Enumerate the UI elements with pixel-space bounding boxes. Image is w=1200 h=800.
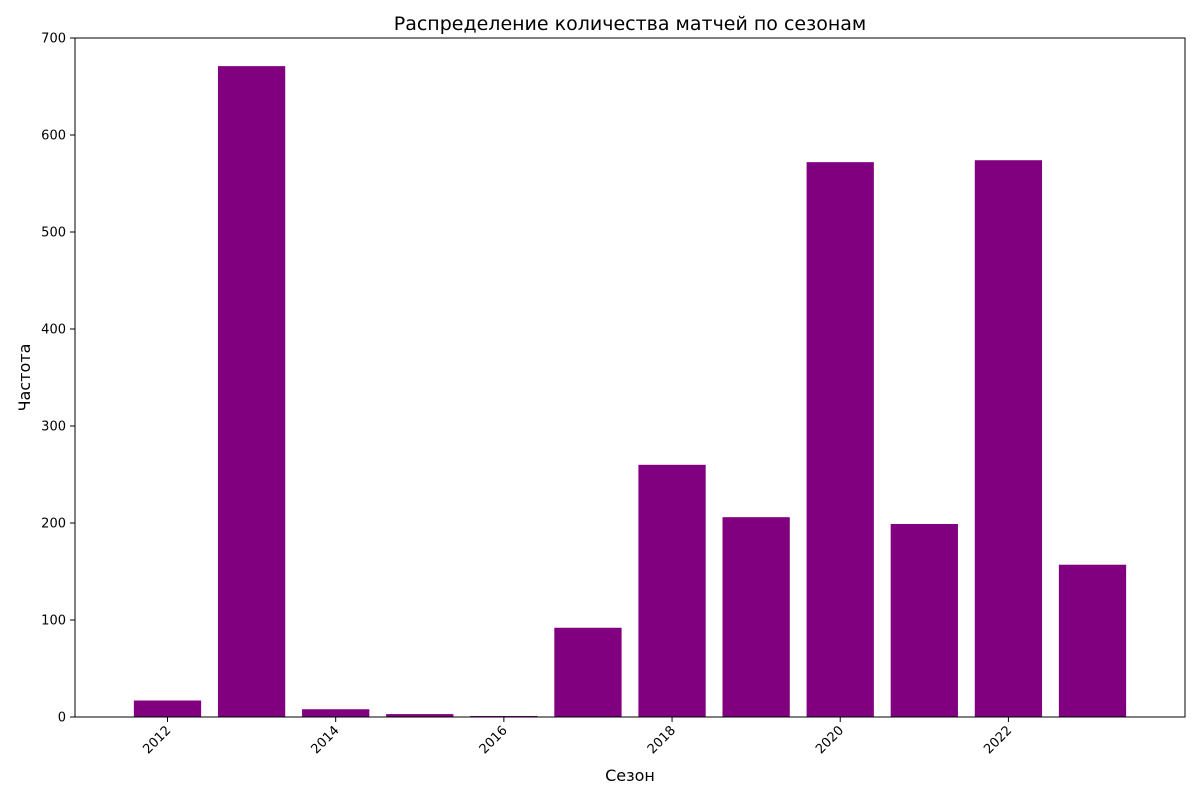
y-tick-label: 0 bbox=[58, 711, 66, 726]
bar-2017 bbox=[554, 627, 622, 717]
y-axis-label: Частота bbox=[15, 344, 34, 412]
y-tick-label: 500 bbox=[41, 226, 66, 241]
bar-2018 bbox=[638, 464, 706, 717]
x-tick-label: 2012 bbox=[140, 723, 174, 757]
x-tick-label: 2020 bbox=[813, 723, 847, 757]
bar-2022 bbox=[974, 160, 1043, 718]
bar-2013 bbox=[217, 66, 286, 717]
bar-2015 bbox=[386, 714, 454, 717]
bar-2014 bbox=[302, 709, 370, 717]
bar-2020 bbox=[806, 162, 874, 717]
y-tick-label: 100 bbox=[41, 614, 66, 629]
chart-title: Распределение количества матчей по сезон… bbox=[394, 13, 866, 35]
x-tick-label: 2016 bbox=[477, 723, 511, 757]
bar-2023 bbox=[1058, 564, 1127, 717]
y-tick-label: 700 bbox=[41, 32, 66, 47]
x-tick-label: 2018 bbox=[645, 723, 679, 757]
plot-area-frame bbox=[74, 37, 1186, 718]
x-axis-label: Сезон bbox=[605, 766, 655, 785]
y-tick-label: 200 bbox=[41, 517, 66, 532]
y-axis: 0 100 200 300 400 500 600 700 bbox=[41, 32, 75, 726]
y-tick-label: 300 bbox=[41, 420, 66, 435]
x-tick-label: 2014 bbox=[309, 723, 343, 757]
y-tick-label: 400 bbox=[41, 323, 66, 338]
bar-2019 bbox=[722, 517, 790, 717]
bar-2021 bbox=[890, 523, 958, 717]
bars-group bbox=[133, 66, 1127, 718]
x-axis: 2012 2014 2016 2018 2020 2022 bbox=[140, 717, 1015, 757]
y-tick-label: 600 bbox=[41, 129, 66, 144]
bar-2012 bbox=[133, 700, 202, 717]
x-tick-label: 2022 bbox=[981, 723, 1015, 757]
